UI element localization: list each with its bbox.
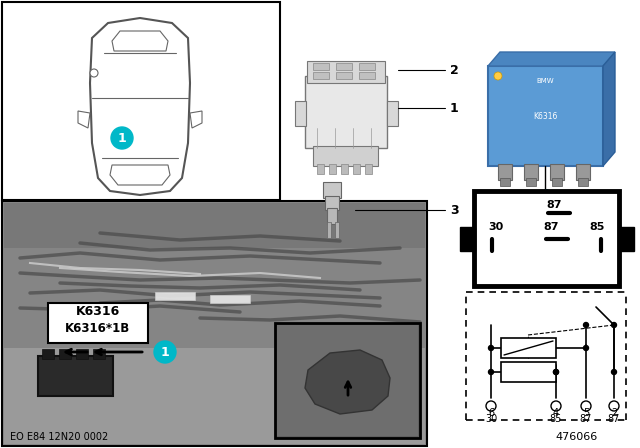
Bar <box>359 63 375 70</box>
Text: 6: 6 <box>488 408 494 418</box>
Text: EO E84 12N20 0002: EO E84 12N20 0002 <box>10 432 108 442</box>
Bar <box>359 72 375 79</box>
Text: BMW: BMW <box>536 78 554 84</box>
Circle shape <box>581 401 591 411</box>
Bar <box>576 164 590 180</box>
Circle shape <box>584 345 589 350</box>
Bar <box>48 303 148 343</box>
Bar <box>4 203 425 444</box>
Circle shape <box>90 69 98 77</box>
Text: 87: 87 <box>580 414 592 424</box>
Circle shape <box>554 370 559 375</box>
Circle shape <box>611 370 616 375</box>
Bar <box>619 227 634 251</box>
Bar <box>210 295 250 303</box>
Polygon shape <box>110 165 170 185</box>
Text: 3: 3 <box>450 203 459 216</box>
Bar <box>336 72 352 79</box>
Bar <box>488 66 603 166</box>
Text: 85: 85 <box>589 222 605 232</box>
Circle shape <box>551 401 561 411</box>
Text: 4: 4 <box>553 408 559 418</box>
Text: 85: 85 <box>550 414 562 424</box>
Bar <box>38 356 113 396</box>
Circle shape <box>488 345 493 350</box>
Bar <box>313 146 378 166</box>
Bar <box>336 63 352 70</box>
Text: 30: 30 <box>485 414 497 424</box>
Text: 2: 2 <box>450 64 459 77</box>
Bar <box>4 203 425 444</box>
Bar <box>76 349 88 359</box>
Bar <box>460 227 475 251</box>
Bar <box>341 164 348 174</box>
Bar <box>2 2 280 200</box>
Polygon shape <box>190 111 202 128</box>
Polygon shape <box>78 111 90 128</box>
Bar <box>307 61 385 83</box>
Circle shape <box>554 370 559 375</box>
Bar <box>327 208 337 224</box>
Polygon shape <box>90 18 190 195</box>
Bar <box>498 164 512 180</box>
Bar <box>474 191 619 286</box>
Bar <box>327 222 331 238</box>
Text: 1: 1 <box>450 102 459 115</box>
Text: 30: 30 <box>488 222 504 232</box>
Bar <box>387 101 398 126</box>
Text: 5: 5 <box>583 408 589 418</box>
Bar <box>325 196 339 210</box>
Text: 87: 87 <box>547 200 562 210</box>
Text: 476066: 476066 <box>556 432 598 442</box>
Bar <box>155 292 195 300</box>
Circle shape <box>486 401 496 411</box>
Bar <box>42 349 54 359</box>
Circle shape <box>611 323 616 327</box>
Polygon shape <box>488 52 615 66</box>
Bar <box>275 323 420 438</box>
Circle shape <box>488 370 493 375</box>
Polygon shape <box>112 31 168 51</box>
Bar <box>277 325 418 436</box>
Bar <box>93 349 105 359</box>
Bar <box>500 178 510 186</box>
Bar <box>552 178 562 186</box>
Bar <box>317 164 324 174</box>
Text: 2: 2 <box>611 408 617 418</box>
Text: 1: 1 <box>161 345 170 358</box>
Bar <box>4 203 425 293</box>
Bar <box>313 63 329 70</box>
Bar <box>524 164 538 180</box>
Text: K6316: K6316 <box>533 112 557 121</box>
Circle shape <box>154 341 176 363</box>
Bar <box>526 178 536 186</box>
Bar <box>335 222 339 238</box>
Bar <box>353 164 360 174</box>
Bar <box>501 362 556 382</box>
Circle shape <box>609 401 619 411</box>
Text: 87: 87 <box>608 414 620 424</box>
Bar <box>466 292 626 420</box>
Bar <box>329 164 336 174</box>
Text: K6316*1B: K6316*1B <box>65 322 131 335</box>
Bar <box>305 76 387 148</box>
Text: 87: 87 <box>543 222 559 232</box>
Bar <box>501 338 556 358</box>
Circle shape <box>494 72 502 80</box>
Circle shape <box>584 323 589 327</box>
Bar <box>365 164 372 174</box>
Bar <box>323 182 341 198</box>
Bar <box>295 101 306 126</box>
Bar <box>59 349 71 359</box>
Circle shape <box>111 127 133 149</box>
Bar <box>2 201 427 446</box>
Bar <box>578 178 588 186</box>
Bar <box>4 248 425 348</box>
Polygon shape <box>305 350 390 414</box>
Bar <box>313 72 329 79</box>
Text: 1: 1 <box>118 132 126 145</box>
Polygon shape <box>603 52 615 166</box>
Text: K6316: K6316 <box>76 305 120 318</box>
Bar <box>550 164 564 180</box>
